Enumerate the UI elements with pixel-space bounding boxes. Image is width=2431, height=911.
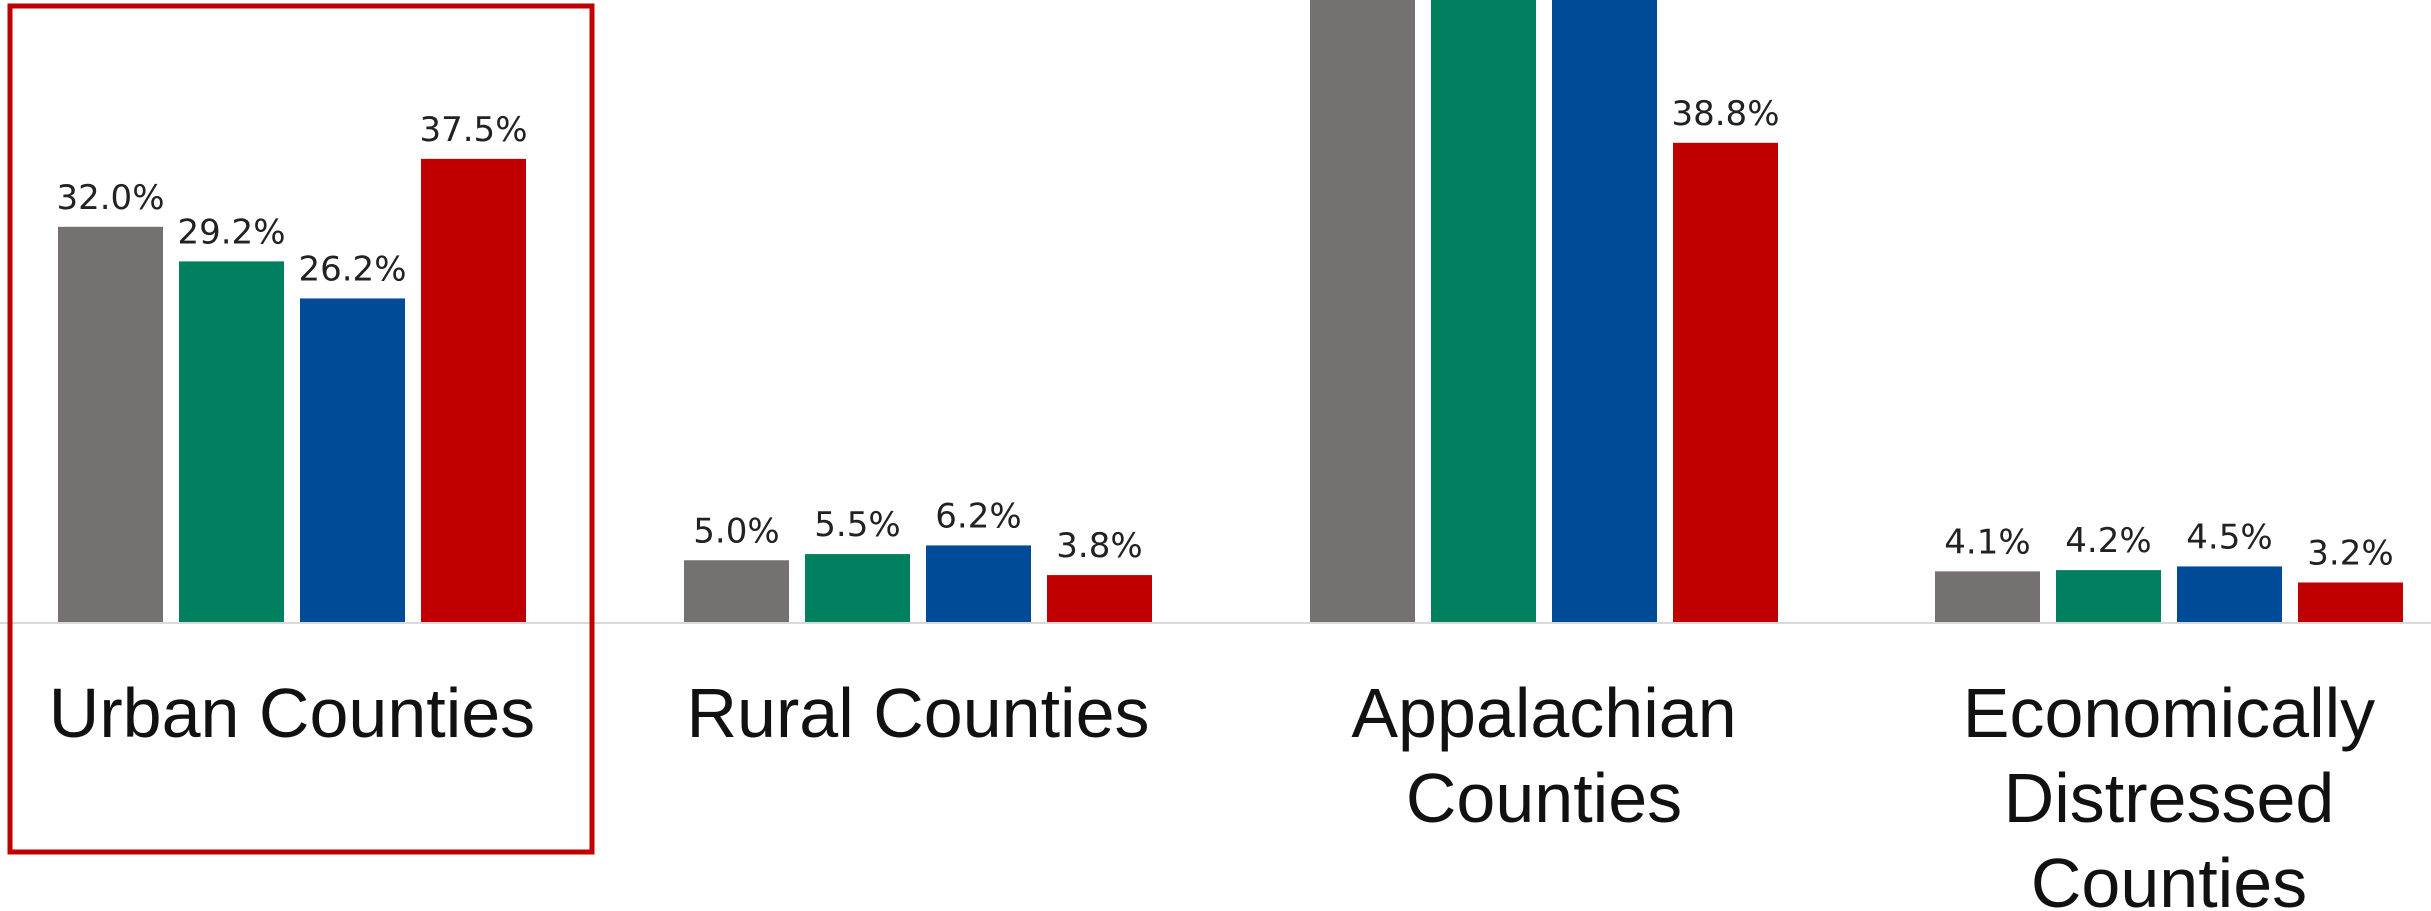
bar-rural-counties-1	[684, 560, 789, 622]
bar-urban-counties-2	[179, 261, 284, 622]
data-label-rural-counties-1: 5.0%	[693, 511, 779, 551]
bar-economically-distressed-counties-3	[2177, 566, 2282, 622]
bar-appalachian-counties-2	[1431, 0, 1536, 622]
bar-rural-counties-4	[1047, 575, 1152, 622]
bar-rural-counties-2	[805, 554, 910, 622]
highlight-box-urban-counties	[7, 3, 595, 855]
data-label-economically-distressed-counties-2: 4.2%	[2065, 521, 2151, 561]
bar-economically-distressed-counties-4	[2298, 582, 2403, 622]
bar-appalachian-counties-1	[1310, 0, 1415, 622]
bar-rural-counties-3	[926, 545, 1031, 622]
data-label-urban-counties-2: 29.2%	[177, 212, 285, 252]
data-label-rural-counties-3: 6.2%	[935, 496, 1021, 536]
category-label-line: Economically	[1963, 674, 2375, 752]
data-label-rural-counties-2: 5.5%	[814, 505, 900, 545]
data-label-urban-counties-1: 32.0%	[56, 178, 164, 218]
category-label-economically-distressed-counties: Economically Distressed Counties	[1963, 674, 2375, 911]
data-label-economically-distressed-counties-1: 4.1%	[1944, 522, 2030, 562]
category-label-appalachian-counties: Appalachian Counties	[1351, 674, 1736, 837]
bar-appalachian-counties-4	[1673, 142, 1778, 622]
category-label-rural-counties: Rural Counties	[687, 674, 1150, 752]
data-label-urban-counties-3: 26.2%	[298, 249, 406, 289]
category-label-line: Counties	[2031, 844, 2307, 911]
category-label-line: Urban Counties	[49, 674, 535, 752]
data-label-rural-counties-4: 3.8%	[1056, 526, 1142, 566]
category-label-line: Distressed	[2004, 759, 2335, 837]
data-label-appalachian-counties-4: 38.8%	[1671, 94, 1779, 134]
bar-urban-counties-3	[300, 298, 405, 622]
bar-urban-counties-1	[58, 226, 163, 623]
data-label-urban-counties-4: 37.5%	[419, 110, 527, 150]
category-label-line: Appalachian	[1351, 674, 1736, 752]
category-label-line: Rural Counties	[687, 674, 1150, 752]
bar-urban-counties-4	[421, 158, 526, 622]
bar-economically-distressed-counties-1	[1935, 571, 2040, 622]
bar-appalachian-counties-3	[1552, 0, 1657, 622]
category-label-line: Counties	[1406, 759, 1682, 837]
bar-economically-distressed-counties-2	[2056, 570, 2161, 622]
data-label-economically-distressed-counties-4: 3.2%	[2307, 533, 2393, 573]
category-label-urban-counties: Urban Counties	[49, 674, 535, 752]
data-label-economically-distressed-counties-3: 4.5%	[2186, 517, 2272, 557]
